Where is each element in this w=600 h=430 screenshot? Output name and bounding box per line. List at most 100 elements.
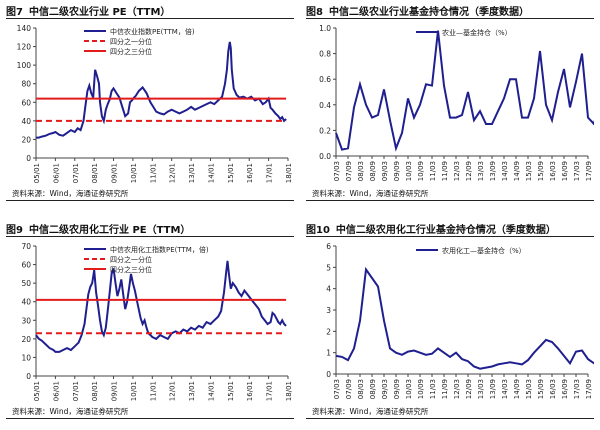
y-tick-label: 6 (326, 242, 331, 251)
y-tick-label: 40 (21, 117, 31, 126)
x-tick-label: 07/01 (72, 163, 80, 183)
x-tick-label: 07/09 (345, 161, 353, 181)
x-tick-label: 10/09 (417, 161, 425, 181)
x-tick-label: 08/03 (357, 379, 365, 399)
x-tick-label: 09/01 (111, 381, 119, 401)
x-tick-label: 07/03 (333, 161, 341, 181)
legend-label: 中信农业指数PE(TTM，倍) (110, 27, 195, 36)
series-line (36, 41, 287, 139)
x-tick-label: 15/09 (537, 379, 545, 399)
chart-svg: 0.0 0.2 0.4 0.6 0.8 1.0 07/03 07/09 08/03 08/09 09… (319, 24, 594, 181)
x-tick-label: 11/01 (149, 381, 157, 401)
x-tick-label: 07/03 (333, 379, 341, 399)
x-tick-label: 11/01 (149, 163, 157, 183)
x-tick-label: 11/09 (441, 379, 449, 399)
x-tick-label: 11/09 (441, 161, 449, 181)
x-tick-label: 06/01 (52, 163, 60, 183)
x-tick-label: 09/03 (381, 161, 389, 181)
legend-label: 中信农用化工指数PE(TTM，倍) (110, 245, 209, 254)
x-tick-label: 10/03 (405, 379, 413, 399)
y-tick-label: 20 (21, 335, 31, 344)
y-tick-label: 20 (21, 135, 31, 144)
series-line (335, 266, 594, 370)
x-tick-label: 12/03 (453, 379, 461, 399)
y-tick-label: 1 (326, 349, 331, 358)
x-tick-label: 18/01 (285, 381, 293, 401)
y-tick-label: 30 (21, 316, 31, 325)
figure-8: 图8 中信二级农业行业基金持仓情况（季度数据） 0.0 0.2 0.4 0.6 0.8 1… (306, 2, 594, 209)
figure-caption: 中信二级农业行业 PE（TTM） (28, 7, 171, 18)
x-tick-label: 05/01 (33, 163, 41, 183)
y-tick-label: 3 (326, 306, 331, 315)
x-tick-label: 08/01 (91, 163, 99, 183)
x-tick-label: 06/01 (52, 381, 60, 401)
x-tick-label: 13/03 (477, 161, 485, 181)
divider (306, 418, 594, 419)
legend-label: 四分之一分位 (110, 37, 152, 46)
source-note: 资料来源：Wind，海通证券研究所 (12, 407, 129, 416)
x-tick-label: 11/03 (429, 161, 437, 181)
x-tick-label: 15/01 (227, 381, 235, 401)
y-tick-label: 1.0 (319, 24, 331, 33)
x-tick-label: 16/09 (561, 379, 569, 399)
x-tick-label: 13/01 (188, 163, 196, 183)
x-tick-label: 12/01 (169, 381, 177, 401)
x-tick-label: 15/03 (525, 379, 533, 399)
y-tick-label: 0.0 (319, 152, 331, 161)
chart-svg: 0 1 2 3 4 5 6 07/03 07/09 08/03 08/09 09/03 09/09 10/… (326, 242, 594, 399)
pe-chart-agriculture: 0 20 40 60 80 100 120 140 05/01 06/01 07/01 08/01 09… (6, 22, 294, 184)
y-tick-label: 0 (26, 372, 31, 381)
y-tick-label: 0.6 (319, 75, 331, 84)
x-tick-label: 12/03 (453, 161, 461, 181)
figure-title: 图10 中信二级农用化工行业基金持仓情况（季度数据） (306, 220, 594, 237)
figure-number: 图8 (306, 7, 323, 18)
y-tick-label: 5 (326, 263, 331, 272)
figure-caption: 中信二级农用化工行业 PE（TTM） (28, 225, 191, 236)
y-tick-label: 4 (326, 285, 331, 294)
x-tick-label: 05/01 (33, 381, 41, 401)
y-tick-label: 10 (21, 353, 31, 362)
x-tick-label: 08/09 (369, 161, 377, 181)
source-note: 资料来源：Wind，海通证券研究所 (12, 189, 129, 198)
figure-title: 图9 中信二级农用化工行业 PE（TTM） (6, 220, 294, 237)
fund-holding-chart-agrochemical: 0 1 2 3 4 5 6 07/03 07/09 08/03 08/09 09/03 09/09 10/… (306, 240, 594, 402)
x-tick-label: 17/01 (266, 381, 274, 401)
figure-10: 图10 中信二级农用化工行业基金持仓情况（季度数据） 0 1 2 3 4 5 6 07/03 0… (306, 220, 594, 427)
series-line (335, 30, 594, 152)
x-tick-label: 10/09 (417, 379, 425, 399)
x-tick-label: 08/03 (357, 161, 365, 181)
x-tick-label: 18/01 (285, 163, 293, 183)
y-tick-label: 0.2 (319, 126, 331, 135)
y-tick-label: 0 (326, 370, 331, 379)
source-note: 资料来源：Wind，海通证券研究所 (312, 189, 429, 198)
y-tick-label: 140 (17, 24, 32, 33)
x-tick-label: 16/01 (246, 381, 254, 401)
x-tick-label: 12/01 (169, 163, 177, 183)
series-line (35, 260, 287, 353)
figure-title: 图8 中信二级农业行业基金持仓情况（季度数据） (306, 2, 594, 19)
x-tick-label: 07/09 (345, 379, 353, 399)
figure-number: 图10 (306, 225, 330, 236)
figure-7: 图7 中信二级农业行业 PE（TTM） 0 20 40 60 80 100 120 140 05… (6, 2, 294, 209)
x-tick-label: 13/01 (188, 381, 196, 401)
figure-9: 图9 中信二级农用化工行业 PE（TTM） 0 10 20 30 40 50 60 70 05/… (6, 220, 294, 427)
y-tick-label: 80 (21, 80, 31, 89)
x-tick-label: 15/01 (227, 163, 235, 183)
legend-label: 农用化工—基金持仓（%） (442, 246, 526, 255)
x-tick-label: 14/01 (207, 381, 215, 401)
x-tick-label: 14/03 (501, 379, 509, 399)
chart-svg: 0 20 40 60 80 100 120 140 05/01 06/01 07/01 08/01 09… (17, 24, 293, 183)
legend-label: 四分之三分位 (110, 265, 152, 274)
x-tick-label: 13/09 (489, 379, 497, 399)
y-tick-label: 0.4 (319, 101, 331, 110)
x-tick-label: 13/03 (477, 379, 485, 399)
x-tick-label: 13/09 (489, 161, 497, 181)
x-tick-label: 10/01 (130, 163, 138, 183)
fund-holding-chart-agriculture: 0.0 0.2 0.4 0.6 0.8 1.0 07/03 07/09 08/03 08/09 09… (306, 22, 594, 184)
y-tick-label: 0 (26, 154, 31, 163)
figure-number: 图9 (6, 225, 23, 236)
legend-label: 四分之三分位 (110, 47, 152, 56)
x-tick-label: 16/03 (549, 379, 557, 399)
y-tick-label: 60 (21, 98, 31, 107)
